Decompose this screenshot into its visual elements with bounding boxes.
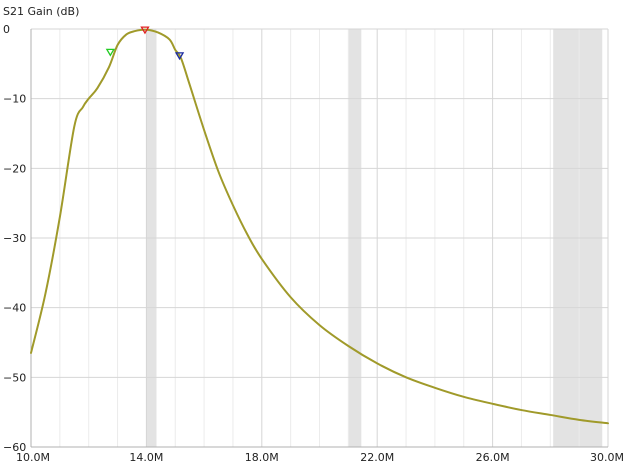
marker-triangle <box>174 52 185 61</box>
y-tick-label: 0 <box>3 23 10 36</box>
x-axis-ticks: 10.0M 14.0M 18.0M 22.0M 26.0M 30.0M <box>16 451 624 464</box>
y-tick-label: −40 <box>3 302 26 315</box>
marker-triangle <box>140 26 150 35</box>
x-tick-label: 22.0M <box>360 451 394 464</box>
y-tick-label: −50 <box>3 371 26 384</box>
y-tick-label: −10 <box>3 93 26 106</box>
y-axis-ticks: 0 −10 −20 −30 −40 −50 −60 <box>3 23 26 454</box>
series-layer <box>30 28 609 425</box>
y-tick-label: −60 <box>3 441 26 454</box>
marker-triangle <box>105 48 115 57</box>
grid-lines <box>30 28 609 448</box>
x-tick-label: 18.0M <box>245 451 279 464</box>
series-line <box>30 28 609 425</box>
x-tick-label: 10.0M <box>16 451 50 464</box>
chart-title: S21 Gain (dB) <box>3 5 79 18</box>
y-tick-label: −20 <box>3 162 26 175</box>
y-tick-label: −30 <box>3 232 26 245</box>
x-tick-label: 26.0M <box>476 451 510 464</box>
marker-layer <box>105 26 185 61</box>
x-tick-label: 30.0M <box>590 451 624 464</box>
x-tick-label: 14.0M <box>129 451 163 464</box>
